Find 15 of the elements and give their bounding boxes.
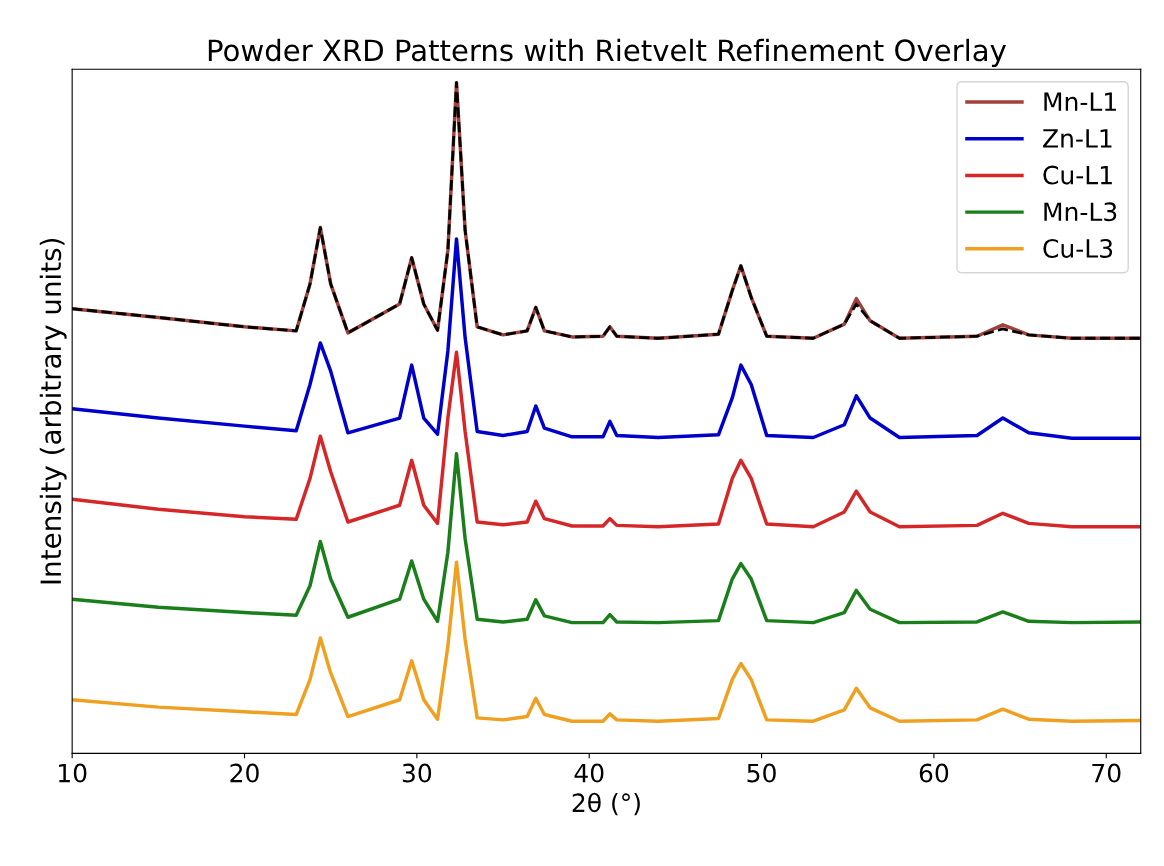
x-tick-label: 60: [919, 763, 949, 783]
x-tick-label: 20: [230, 763, 259, 783]
x-tick-label: 10: [59, 763, 87, 783]
x-tick-label: 40: [574, 763, 604, 783]
chart-title: Powder XRD Patterns with Rietvelt Refinement Overlay: [208, 38, 1007, 68]
legend-label: Mn-L1: [1044, 92, 1116, 111]
legend-label: Cu-L3: [1043, 239, 1113, 258]
x-tick-label: 70: [1092, 763, 1121, 783]
x-tick-label: 50: [747, 763, 776, 783]
y-axis-title: Intensity (arbitrary units): [39, 238, 67, 584]
legend-label: Zn-L1: [1043, 129, 1112, 148]
legend-label: Cu-L1: [1043, 165, 1112, 185]
x-axis-title: 2θ (°): [572, 792, 640, 816]
x-tick-label: 30: [402, 763, 432, 783]
legend-label: Mn-L3: [1044, 202, 1117, 222]
